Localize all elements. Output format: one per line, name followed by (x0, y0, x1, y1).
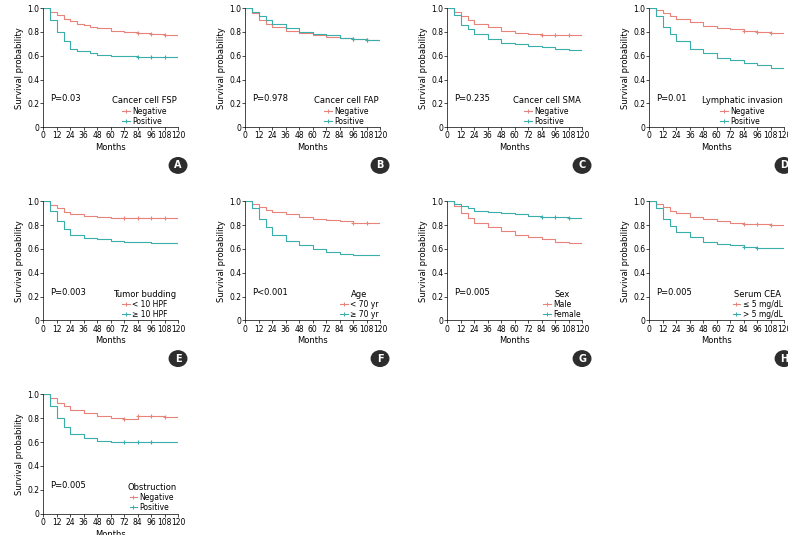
Circle shape (371, 351, 388, 366)
Y-axis label: Survival probability: Survival probability (217, 27, 226, 109)
Legend: < 70 yr, ≥ 70 yr: < 70 yr, ≥ 70 yr (339, 289, 379, 320)
Text: G: G (578, 354, 586, 364)
Text: P<0.001: P<0.001 (252, 288, 288, 296)
Text: F: F (377, 354, 383, 364)
Circle shape (169, 158, 187, 173)
Circle shape (574, 158, 591, 173)
Circle shape (775, 158, 788, 173)
Y-axis label: Survival probability: Survival probability (621, 220, 630, 302)
Text: P=0.005: P=0.005 (656, 288, 692, 296)
X-axis label: Months: Months (95, 530, 126, 535)
Text: E: E (175, 354, 181, 364)
Text: A: A (174, 160, 182, 171)
Text: C: C (578, 160, 585, 171)
Text: P=0.003: P=0.003 (50, 288, 86, 296)
X-axis label: Months: Months (297, 337, 328, 346)
X-axis label: Months: Months (500, 337, 530, 346)
Y-axis label: Survival probability: Survival probability (15, 413, 24, 495)
X-axis label: Months: Months (95, 337, 126, 346)
X-axis label: Months: Months (95, 143, 126, 152)
Legend: Negative, Positive: Negative, Positive (127, 482, 177, 513)
Legend: Male, Female: Male, Female (542, 289, 582, 320)
Circle shape (169, 351, 187, 366)
Legend: Negative, Positive: Negative, Positive (701, 96, 783, 126)
Y-axis label: Survival probability: Survival probability (15, 220, 24, 302)
Y-axis label: Survival probability: Survival probability (419, 27, 429, 109)
Text: B: B (377, 160, 384, 171)
Legend: Negative, Positive: Negative, Positive (512, 96, 582, 126)
X-axis label: Months: Months (701, 143, 732, 152)
Y-axis label: Survival probability: Survival probability (419, 220, 429, 302)
Legend: Negative, Positive: Negative, Positive (111, 96, 177, 126)
Text: P=0.005: P=0.005 (50, 481, 86, 490)
Legend: ≤ 5 mg/dL, > 5 mg/dL: ≤ 5 mg/dL, > 5 mg/dL (732, 289, 783, 320)
X-axis label: Months: Months (297, 143, 328, 152)
Circle shape (371, 158, 388, 173)
X-axis label: Months: Months (701, 337, 732, 346)
Y-axis label: Survival probability: Survival probability (15, 27, 24, 109)
Y-axis label: Survival probability: Survival probability (217, 220, 226, 302)
Legend: < 10 HPF, ≥ 10 HPF: < 10 HPF, ≥ 10 HPF (113, 289, 177, 320)
Text: H: H (780, 354, 788, 364)
Text: P=0.01: P=0.01 (656, 94, 686, 103)
Text: P=0.235: P=0.235 (454, 94, 490, 103)
Circle shape (574, 351, 591, 366)
Text: P=0.978: P=0.978 (252, 94, 288, 103)
X-axis label: Months: Months (500, 143, 530, 152)
Text: P=0.03: P=0.03 (50, 94, 80, 103)
Text: P=0.005: P=0.005 (454, 288, 490, 296)
Legend: Negative, Positive: Negative, Positive (313, 96, 379, 126)
Y-axis label: Survival probability: Survival probability (621, 27, 630, 109)
Text: D: D (780, 160, 788, 171)
Circle shape (775, 351, 788, 366)
